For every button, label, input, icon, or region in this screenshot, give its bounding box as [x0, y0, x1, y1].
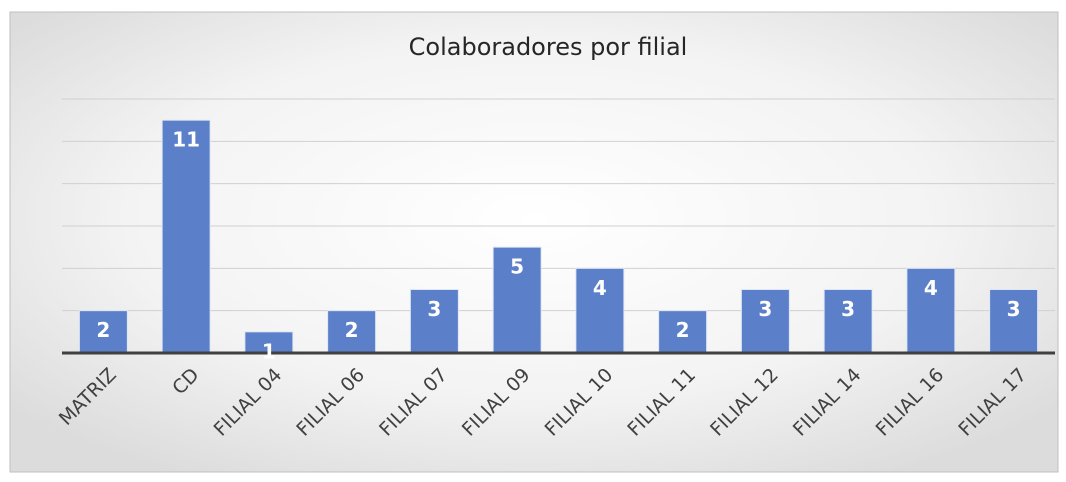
data-label: 2 [96, 318, 110, 342]
data-label: 2 [345, 318, 359, 342]
data-label: 5 [510, 255, 524, 279]
data-label: 3 [427, 297, 441, 321]
bar [906, 267, 956, 354]
data-label: 3 [841, 297, 855, 321]
data-label: 11 [172, 128, 200, 152]
bar [823, 289, 873, 354]
data-label: 3 [758, 297, 772, 321]
data-label: 3 [1007, 297, 1021, 321]
data-label: 2 [676, 318, 690, 342]
data-label: 1 [262, 339, 276, 363]
bar [492, 246, 542, 354]
bar [658, 310, 708, 354]
bar [78, 310, 128, 354]
bar [575, 267, 625, 354]
data-label: 4 [924, 276, 938, 300]
data-label: 4 [593, 276, 607, 300]
bar [409, 289, 459, 354]
chart-title: Colaboradores por filial [409, 33, 688, 61]
bar [161, 119, 211, 354]
